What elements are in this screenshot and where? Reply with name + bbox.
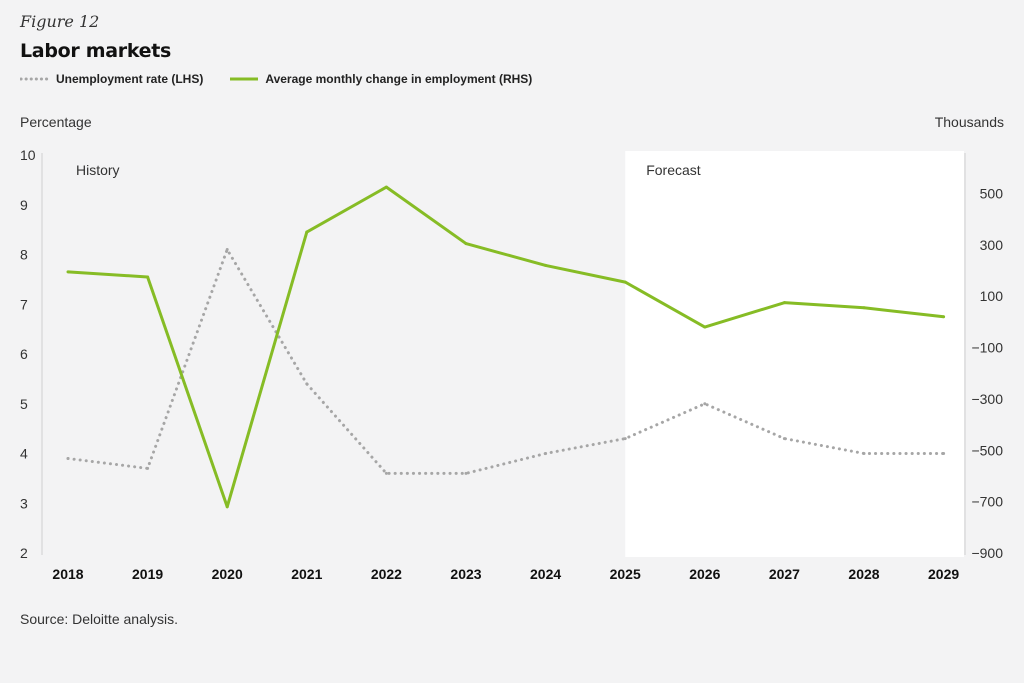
dotted-line-swatch-icon [20, 77, 50, 81]
left-tick-label: 9 [20, 197, 28, 213]
left-tick-label: 6 [20, 346, 28, 362]
data-point-unemployment-2028 [862, 452, 866, 455]
left-tick-label: 8 [20, 247, 28, 263]
legend-item-unemployment: Unemployment rate (LHS) [20, 72, 203, 86]
legend: Unemployment rate (LHS) Average monthly … [20, 72, 532, 86]
data-point-employment-2021 [305, 230, 309, 234]
data-point-employment-2026 [703, 325, 707, 329]
x-tick-label: 2021 [291, 566, 322, 582]
data-point-employment-2020 [225, 505, 229, 509]
right-tick-label: −300 [971, 391, 1003, 407]
data-point-employment-2029 [942, 315, 946, 319]
data-point-employment-2022 [384, 185, 388, 189]
left-axis-unit-label: Percentage [20, 114, 92, 130]
data-point-unemployment-2024 [544, 452, 548, 455]
legend-item-employment: Average monthly change in employment (RH… [229, 72, 532, 86]
data-point-employment-2019 [146, 275, 150, 279]
data-point-employment-2028 [862, 306, 866, 310]
right-tick-label: 100 [980, 288, 1004, 304]
series-line-unemployment-rate [66, 246, 946, 475]
data-point-unemployment-2019 [146, 466, 150, 470]
right-tick-label: 500 [980, 186, 1004, 202]
left-tick-label: 7 [20, 296, 28, 312]
region-label-history: History [76, 162, 120, 178]
source-note: Source: Deloitte analysis. [20, 611, 178, 627]
data-point-employment-2018 [66, 270, 70, 274]
data-point-unemployment-2023 [464, 471, 468, 475]
x-tick-label: 2028 [848, 566, 879, 582]
data-point-unemployment-2020 [225, 248, 229, 252]
data-point-unemployment-2025 [623, 437, 627, 441]
left-tick-label: 2 [20, 545, 28, 561]
data-point-employment-2023 [464, 242, 468, 246]
left-tick-label: 4 [20, 446, 28, 462]
left-tick-label: 3 [20, 495, 28, 511]
chart-title: Labor markets [20, 40, 172, 62]
right-tick-label: 300 [980, 237, 1004, 253]
x-tick-label: 2023 [450, 566, 481, 582]
right-tick-label: −500 [971, 442, 1003, 458]
data-point-unemployment-2021 [305, 382, 309, 386]
data-point-employment-2027 [782, 301, 786, 305]
right-tick-label: −700 [971, 494, 1003, 510]
x-tick-label: 2026 [689, 566, 720, 582]
series-line-employment-change [67, 185, 944, 509]
data-point-unemployment-2029 [942, 452, 946, 455]
data-point-employment-2025 [623, 280, 627, 284]
x-tick-label: 2027 [769, 566, 800, 582]
data-point-unemployment-2026 [703, 402, 707, 406]
x-tick-label: 2025 [610, 566, 641, 582]
solid-line-swatch-icon [230, 77, 259, 81]
x-tick-label: 2029 [928, 566, 959, 582]
x-tick-label: 2020 [212, 566, 243, 582]
x-tick-label: 2018 [52, 566, 83, 582]
region-label-forecast: Forecast [646, 162, 701, 178]
left-tick-label: 5 [20, 396, 28, 412]
x-tick-label: 2019 [132, 566, 163, 582]
legend-label-unemployment: Unemployment rate (LHS) [56, 72, 204, 86]
left-tick-label: 10 [20, 147, 36, 163]
data-point-unemployment-2022 [384, 471, 388, 475]
data-point-unemployment-2018 [66, 456, 70, 460]
right-tick-label: −900 [971, 545, 1003, 561]
x-tick-label: 2022 [371, 566, 402, 582]
right-axis-unit-label: Thousands [934, 114, 1004, 130]
legend-label-employment: Average monthly change in employment (RH… [265, 72, 533, 86]
data-point-unemployment-2027 [782, 437, 786, 441]
forecast-region [625, 151, 964, 557]
data-point-employment-2024 [544, 263, 548, 267]
right-tick-label: −100 [971, 340, 1003, 356]
x-tick-label: 2024 [530, 566, 561, 582]
figure-label: Figure 12 [20, 12, 100, 31]
